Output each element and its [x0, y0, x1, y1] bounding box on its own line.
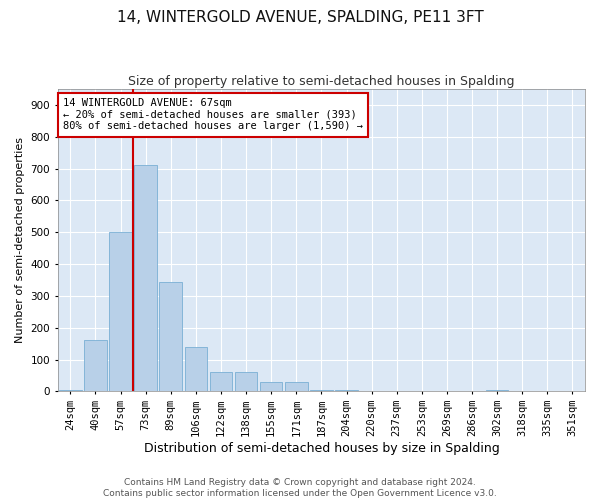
Bar: [134, 166, 157, 392]
Title: Size of property relative to semi-detached houses in Spalding: Size of property relative to semi-detach…: [128, 75, 515, 88]
Text: 14 WINTERGOLD AVENUE: 67sqm
← 20% of semi-detached houses are smaller (393)
80% : 14 WINTERGOLD AVENUE: 67sqm ← 20% of sem…: [63, 98, 363, 132]
Bar: [335, 390, 358, 392]
Bar: [486, 390, 508, 392]
Text: Contains HM Land Registry data © Crown copyright and database right 2024.
Contai: Contains HM Land Registry data © Crown c…: [103, 478, 497, 498]
Y-axis label: Number of semi-detached properties: Number of semi-detached properties: [15, 137, 25, 343]
X-axis label: Distribution of semi-detached houses by size in Spalding: Distribution of semi-detached houses by …: [143, 442, 499, 455]
Bar: [310, 390, 333, 392]
Bar: [209, 372, 232, 392]
Bar: [285, 382, 308, 392]
Bar: [185, 347, 207, 392]
Bar: [84, 340, 107, 392]
Text: 14, WINTERGOLD AVENUE, SPALDING, PE11 3FT: 14, WINTERGOLD AVENUE, SPALDING, PE11 3F…: [116, 10, 484, 25]
Bar: [260, 382, 283, 392]
Bar: [160, 282, 182, 392]
Bar: [59, 390, 82, 392]
Bar: [235, 372, 257, 392]
Bar: [109, 232, 132, 392]
